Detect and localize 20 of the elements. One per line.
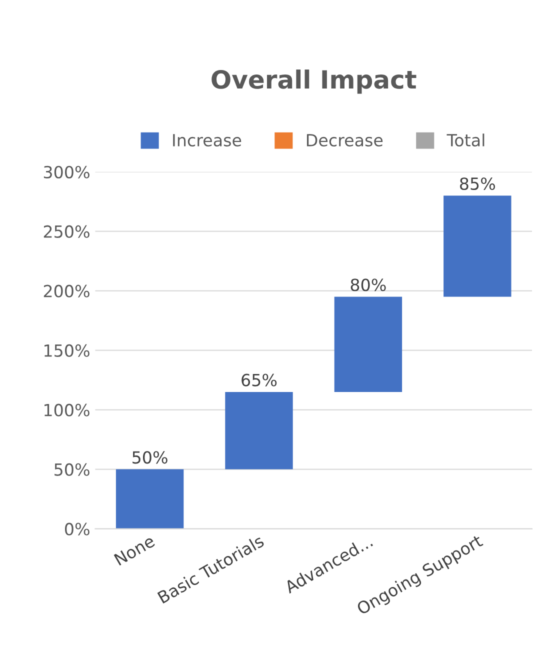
data-label: 85% — [460, 177, 495, 190]
y-tick-label: 0% — [65, 522, 90, 536]
y-tick-label: 50% — [54, 463, 90, 476]
y-tick-label: 150% — [44, 344, 90, 357]
y-tick-label: 200% — [44, 284, 90, 298]
legend-label: Total — [446, 134, 484, 146]
legend-label: Increase — [173, 134, 242, 146]
y-tick-label: 250% — [44, 225, 90, 238]
chart-title: Overall Impact — [212, 70, 416, 94]
data-label: 50% — [132, 451, 168, 464]
bar — [116, 469, 184, 529]
x-tick-label: None — [114, 534, 156, 566]
bar — [444, 196, 512, 297]
bar — [225, 392, 293, 470]
data-label: 65% — [242, 374, 277, 386]
y-tick-label: 100% — [44, 404, 90, 416]
y-tick-label: 300% — [44, 166, 90, 178]
bar — [334, 296, 402, 392]
data-label: 80% — [350, 278, 386, 292]
legend-label: Decrease — [306, 134, 383, 146]
